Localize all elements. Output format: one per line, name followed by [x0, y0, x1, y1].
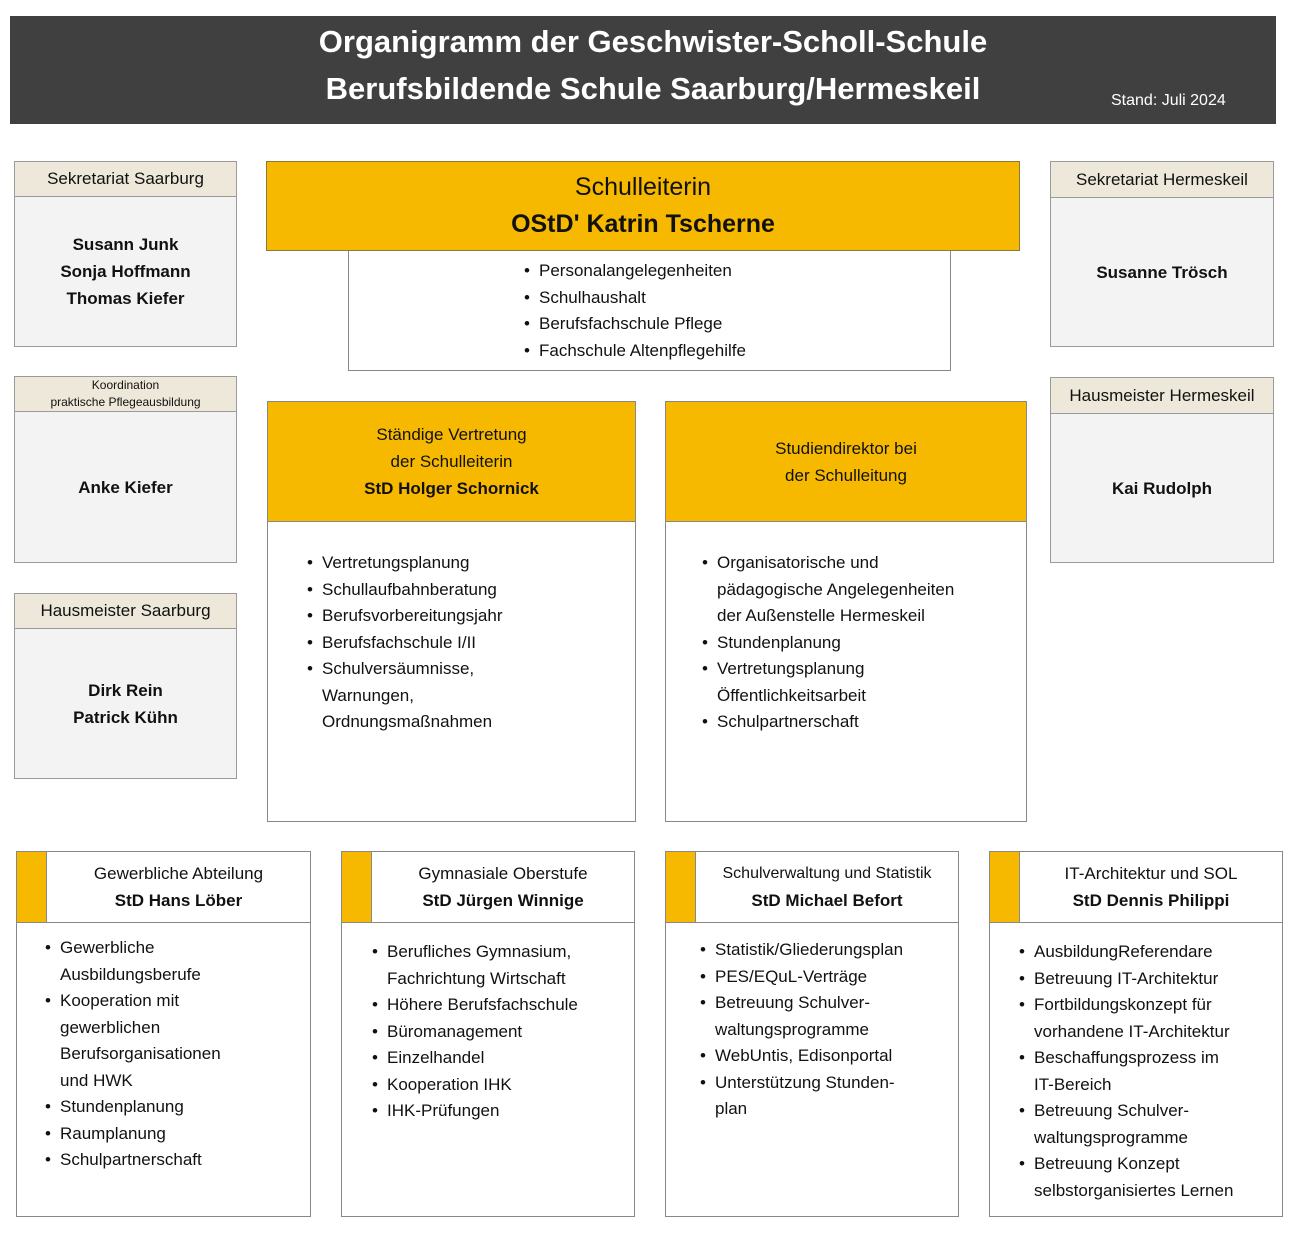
deputy-box: Ständige Vertretung der Schulleiterin St…	[267, 401, 636, 822]
task-item: Kooperation IHK	[372, 1072, 634, 1099]
deputy-title: Ständige Vertretung	[376, 425, 527, 444]
accent-strip	[990, 852, 1020, 922]
director-title: Studiendirektor bei	[775, 438, 917, 458]
box-hausmeister-hermeskeil: Hausmeister Hermeskeil Kai Rudolph	[1050, 377, 1274, 563]
box-title: Hausmeister Saarburg	[15, 594, 236, 629]
deputy-title: der Schulleiterin	[390, 452, 513, 471]
box-hausmeister-saarburg: Hausmeister Saarburg Dirk Rein Patrick K…	[14, 593, 237, 779]
person-name: Patrick Kühn	[73, 707, 178, 727]
task-item: Berufsvorbereitungsjahr	[307, 603, 635, 630]
task-item: Schulhaushalt	[524, 285, 950, 312]
task-item: Berufsfachschule Pflege	[524, 311, 950, 338]
task-item: Statistik/Gliederungsplan	[700, 937, 958, 964]
department-schulverwaltung: Schulverwaltung und Statistik StD Michae…	[665, 851, 959, 1217]
task-item: Schulversäumnisse, Warnungen, Ordnungsma…	[307, 656, 635, 736]
task-item: Beschaffungsprozess im IT-Bereich	[1019, 1045, 1282, 1098]
task-item: Schulpartnerschaft	[702, 709, 1026, 736]
leader-role: Schulleiterin	[574, 173, 712, 201]
task-item: Schulpartnerschaft	[45, 1147, 310, 1174]
box-title: Sekretariat Saarburg	[15, 162, 236, 197]
task-item: Fachschule Altenpflegehilfe	[524, 338, 950, 365]
task-item: Betreuung IT-Architektur	[1019, 966, 1282, 993]
director-box: Studiendirektor bei der Schulleitung Org…	[665, 401, 1027, 822]
task-item: Stundenplanung	[702, 630, 1026, 657]
person-name: Thomas Kiefer	[66, 289, 185, 308]
task-item: AusbildungReferendare	[1019, 939, 1282, 966]
task-item: Betreuung Schulver- waltungsprogramme	[700, 990, 958, 1043]
task-item: Vertretungsplanung Öffentlichkeitsarbeit	[702, 656, 1026, 709]
task-item: Vertretungsplanung	[307, 550, 635, 577]
task-item: Organisatorische und pädagogische Angele…	[702, 550, 1026, 630]
task-item: Gewerbliche Ausbildungsberufe	[45, 935, 310, 988]
leader-tasks: Personalangelegenheiten Schulhaushalt Be…	[348, 249, 951, 371]
box-title: Koordination praktische Pflegeausbildung	[15, 377, 236, 412]
task-item: Betreuung Konzept selbstorganisiertes Le…	[1019, 1151, 1282, 1204]
leader-box: Schulleiterin OStD' Katrin Tscherne	[266, 161, 1020, 251]
task-item: Schullaufbahnberatung	[307, 577, 635, 604]
task-item: PES/EQuL-Verträge	[700, 964, 958, 991]
department-it-architektur: IT-Architektur und SOL StD Dennis Philip…	[989, 851, 1283, 1217]
box-koordination-pflege: Koordination praktische Pflegeausbildung…	[14, 376, 237, 563]
task-item: WebUntis, Edisonportal	[700, 1043, 958, 1070]
person-name: Susanne Trösch	[1096, 262, 1228, 282]
accent-strip	[17, 852, 47, 922]
task-item: IHK-Prüfungen	[372, 1098, 634, 1125]
date-stamp: Stand: Juli 2024	[1111, 92, 1226, 109]
title-banner: Organigramm der Geschwister-Scholl-Schul…	[10, 16, 1276, 124]
department-head: StD Hans Löber	[114, 891, 243, 910]
director-header: Studiendirektor bei der Schulleitung	[666, 402, 1026, 522]
director-title: der Schulleitung	[785, 465, 907, 485]
box-sekretariat-saarburg: Sekretariat Saarburg Susann Junk Sonja H…	[14, 161, 237, 347]
person-name: Kai Rudolph	[1111, 478, 1213, 498]
deputy-name: StD Holger Schornick	[364, 479, 539, 498]
task-item: Personalangelegenheiten	[524, 258, 950, 285]
box-title: Hausmeister Hermeskeil	[1051, 378, 1273, 414]
box-title-line: praktische Pflegeausbildung	[50, 395, 201, 409]
title-line-2: Berufsbildende Schule Saarburg/Hermeskei…	[325, 71, 981, 106]
person-name: Susann Junk	[72, 235, 179, 254]
person-name: Dirk Rein	[88, 680, 163, 700]
department-title: IT-Architektur und SOL	[1064, 864, 1238, 883]
task-item: Stundenplanung	[45, 1094, 310, 1121]
box-title: Sekretariat Hermeskeil	[1051, 162, 1273, 198]
task-item: Berufsfachschule I/II	[307, 630, 635, 657]
accent-strip	[666, 852, 696, 922]
box-sekretariat-hermeskeil: Sekretariat Hermeskeil Susanne Trösch	[1050, 161, 1274, 347]
person-name: Anke Kiefer	[78, 477, 173, 497]
task-item: Fortbildungskonzept für vorhandene IT-Ar…	[1019, 992, 1282, 1045]
person-name: Sonja Hoffmann	[60, 262, 191, 281]
task-item: Betreuung Schulver- waltungsprogramme	[1019, 1098, 1282, 1151]
department-head: StD Michael Befort	[751, 891, 903, 910]
department-gymnasiale-oberstufe: Gymnasiale Oberstufe StD Jürgen Winnige …	[341, 851, 635, 1217]
department-title: Gymnasiale Oberstufe	[418, 864, 588, 883]
department-title: Schulverwaltung und Statistik	[722, 865, 932, 882]
task-item: Höhere Berufsfachschule	[372, 992, 634, 1019]
department-title: Gewerbliche Abteilung	[93, 864, 264, 883]
task-item: Büromanagement	[372, 1019, 634, 1046]
title-line-1: Organigramm der Geschwister-Scholl-Schul…	[318, 24, 988, 59]
accent-strip	[342, 852, 372, 922]
task-item: Einzelhandel	[372, 1045, 634, 1072]
department-head: StD Jürgen Winnige	[422, 891, 584, 910]
task-item: Berufliches Gymnasium, Fachrichtung Wirt…	[372, 939, 634, 992]
task-item: Unterstützung Stunden- plan	[700, 1070, 958, 1123]
box-title-line: Koordination	[91, 378, 160, 392]
department-gewerbliche-abteilung: Gewerbliche Abteilung StD Hans Löber Gew…	[16, 851, 311, 1217]
department-head: StD Dennis Philippi	[1072, 891, 1230, 910]
deputy-header: Ständige Vertretung der Schulleiterin St…	[268, 402, 635, 522]
leader-name: OStD' Katrin Tscherne	[511, 210, 775, 238]
task-item: Kooperation mit gewerblichen Berufsorgan…	[45, 988, 310, 1094]
task-item: Raumplanung	[45, 1121, 310, 1148]
